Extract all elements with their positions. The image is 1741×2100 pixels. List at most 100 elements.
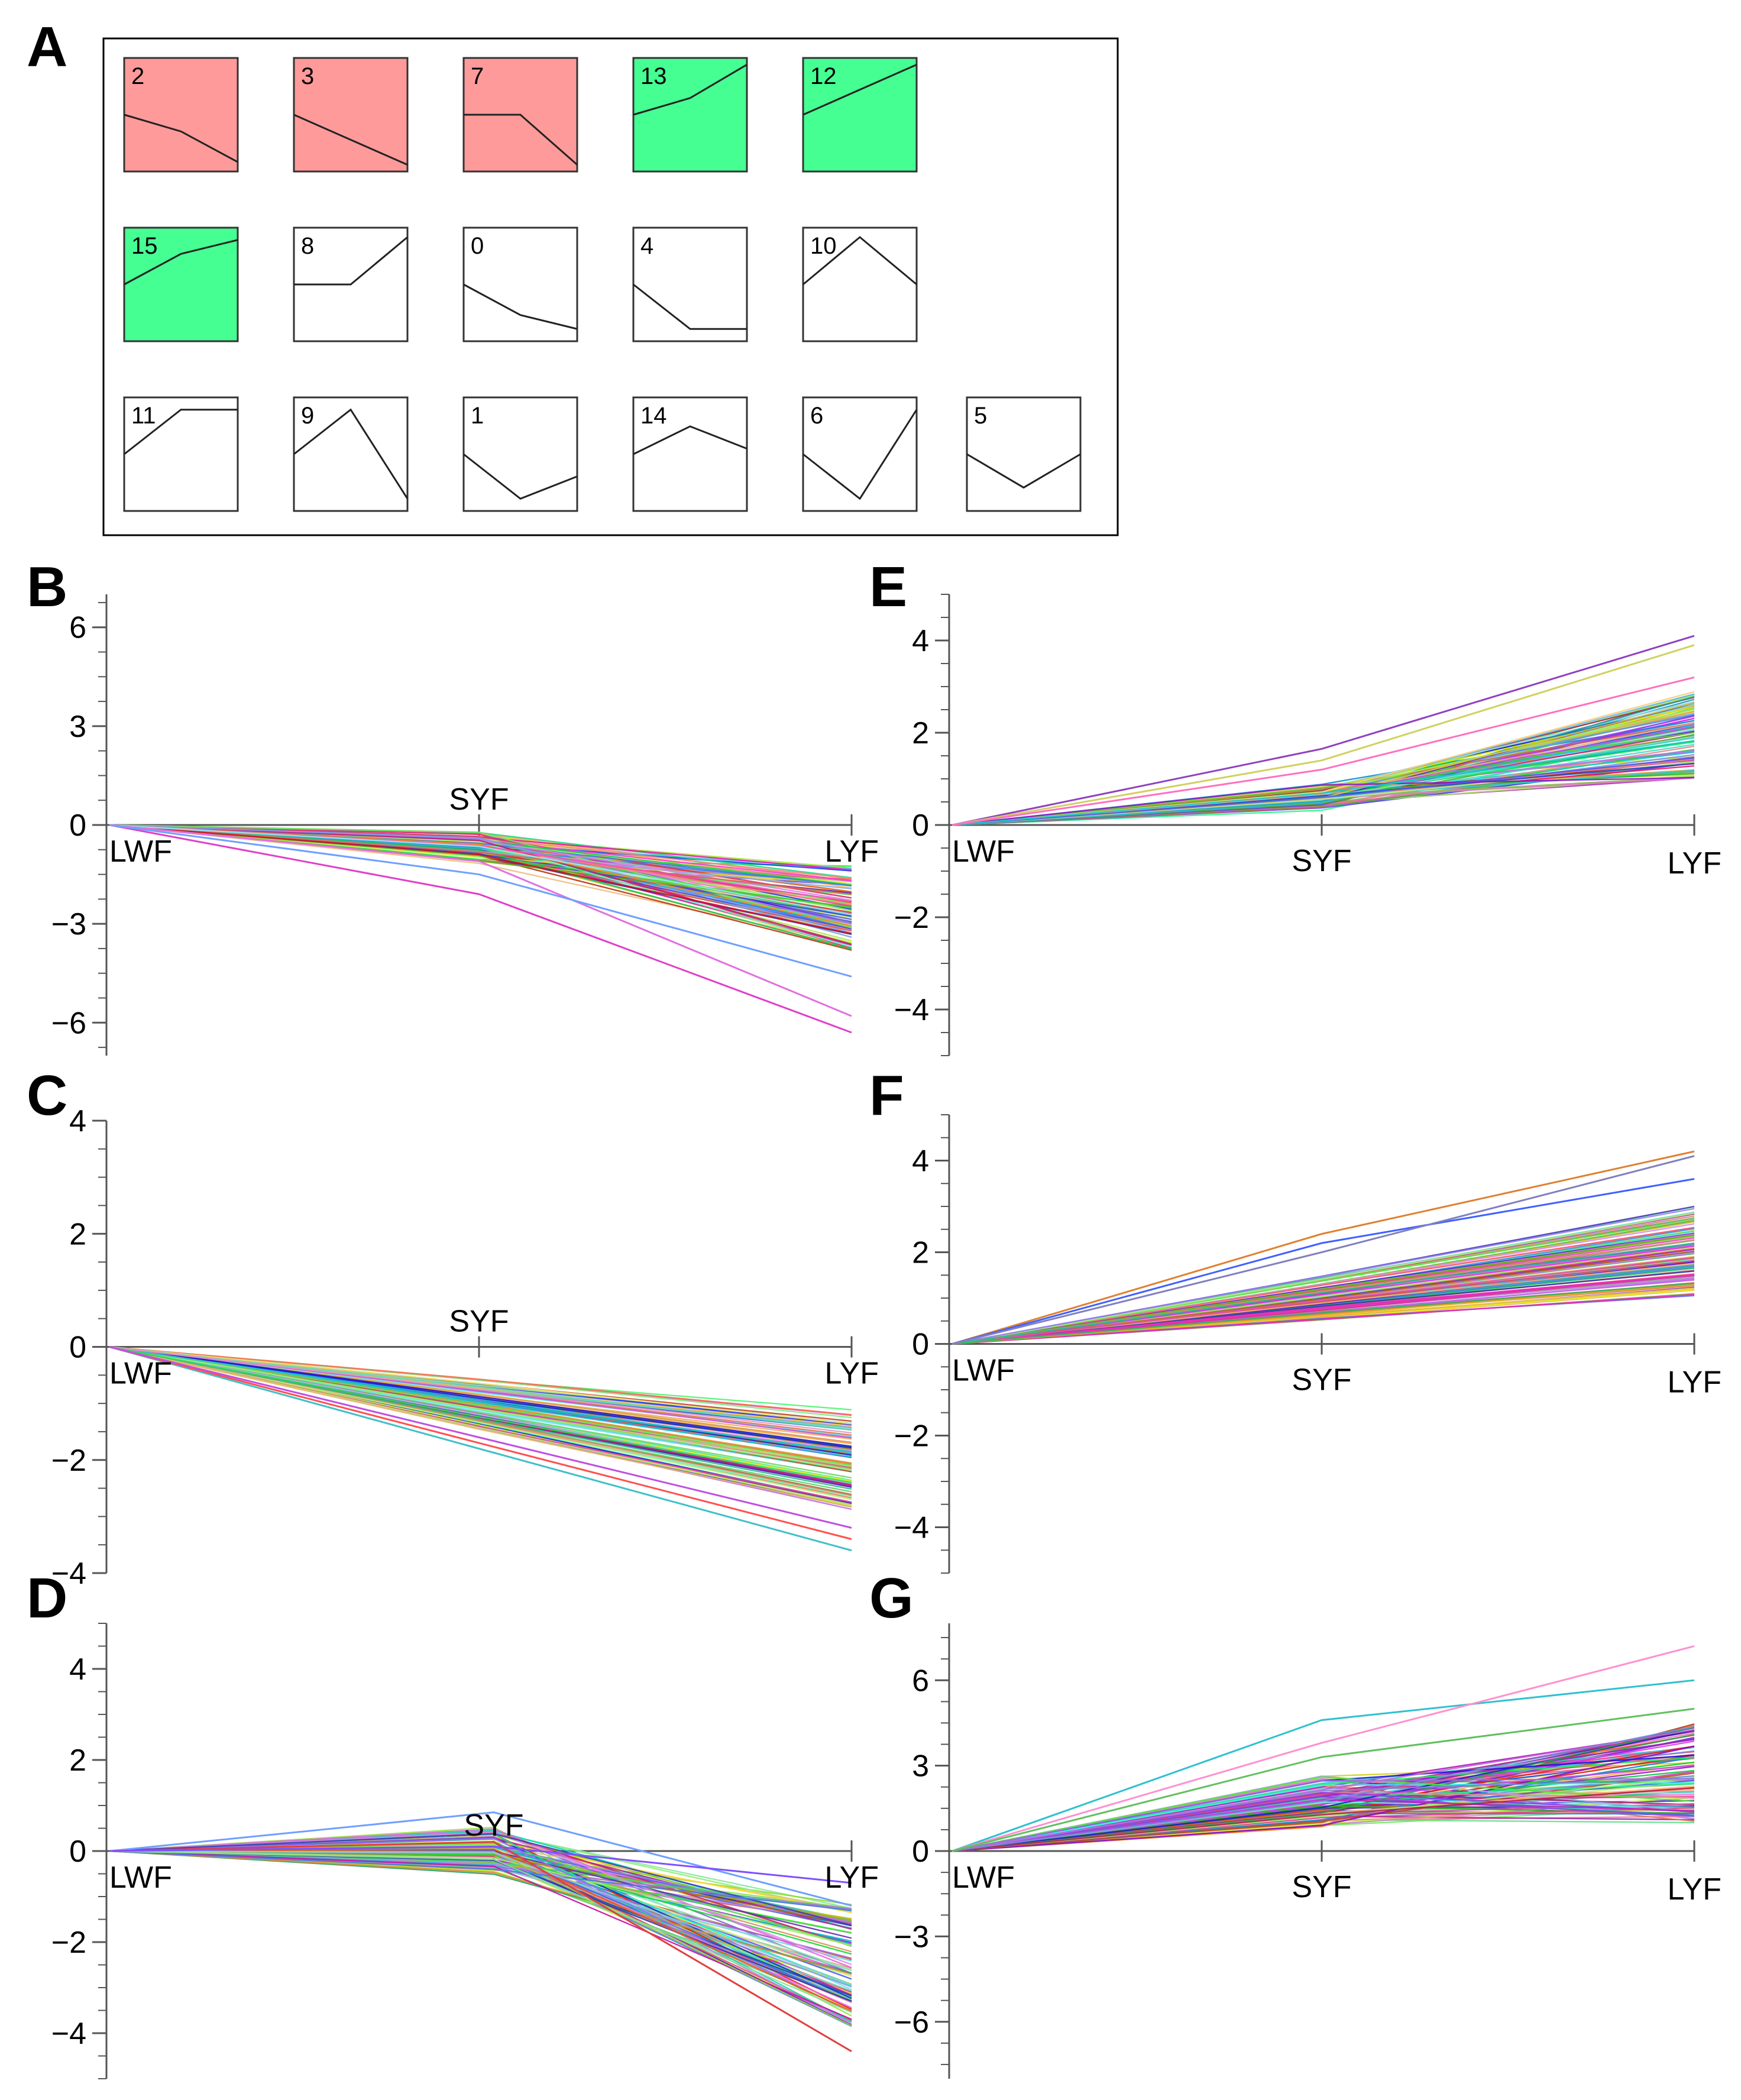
y-tick-label: 4 xyxy=(912,624,929,658)
profile-tile-box xyxy=(462,396,578,512)
profile-tile-8: 8 xyxy=(293,226,409,342)
y-tick-label: 0 xyxy=(912,1328,929,1362)
x-category-label-lwf: LWF xyxy=(109,1357,172,1391)
profile-id-label: 4 xyxy=(640,233,653,259)
profile-tile-box xyxy=(632,226,748,342)
series-line-s-out-2 xyxy=(109,1346,852,1541)
profile-tile-9: 9 xyxy=(293,396,409,512)
y-tick-label: 3 xyxy=(69,710,86,744)
series-line xyxy=(109,1850,852,1911)
series-line xyxy=(952,757,1695,826)
series-line xyxy=(952,740,1695,826)
panel-letter-c: C xyxy=(27,1064,67,1127)
profile-tile-15: 15 xyxy=(123,226,239,342)
x-category-label-lyf: LYF xyxy=(824,1357,879,1391)
profile-tile-2: 2 xyxy=(123,57,239,173)
profile-id-label: 14 xyxy=(640,403,667,429)
series-line-s-out-1 xyxy=(109,1346,852,1552)
series-line xyxy=(952,1293,1695,1345)
series-line xyxy=(952,1745,1695,1852)
series-line xyxy=(952,732,1695,826)
y-tick-label: −2 xyxy=(894,1419,929,1454)
panel-letter-d: D xyxy=(27,1567,67,1630)
series-line-s-out-3 xyxy=(109,1346,852,1529)
profile-line-4 xyxy=(633,283,747,330)
series-line xyxy=(109,1346,852,1416)
profile-id-label: 2 xyxy=(131,63,144,89)
profile-line-11 xyxy=(124,409,238,455)
y-tick-label: 4 xyxy=(69,1104,86,1138)
profile-tiles: 2 3 7 13 12 15 8 0 4 10 11 9 1 14 6 5 xyxy=(123,57,1082,512)
panel-a-frame xyxy=(102,37,1119,536)
profile-tile-4: 4 xyxy=(632,226,748,342)
y-tick-label: −6 xyxy=(51,1006,86,1040)
series-lines xyxy=(952,1645,1695,1852)
series-line xyxy=(109,1346,852,1447)
series-lines xyxy=(109,824,852,1034)
x-category-label-lyf: LYF xyxy=(1667,1366,1721,1400)
series-line xyxy=(109,1346,852,1458)
series-line xyxy=(952,1283,1695,1345)
profile-tile-5: 5 xyxy=(966,396,1082,512)
profile-line-15 xyxy=(124,239,238,286)
y-tick-label: 4 xyxy=(912,1144,929,1179)
series-line xyxy=(952,1257,1695,1345)
series-line-s-out-3 xyxy=(109,824,852,978)
profile-tile-box xyxy=(293,396,409,512)
panel-letter-b: B xyxy=(27,555,67,619)
series-line-s-out-2 xyxy=(952,1178,1695,1345)
series-line xyxy=(109,824,852,945)
series-line xyxy=(952,1782,1695,1852)
series-line-s-out-2 xyxy=(952,1645,1695,1852)
series-line-s-out-1 xyxy=(952,1150,1695,1345)
series-line xyxy=(952,1263,1695,1345)
x-category-label-lyf: LYF xyxy=(824,1860,879,1895)
panel-letter-e: E xyxy=(869,555,907,619)
panel-letter-a: A xyxy=(27,15,67,79)
series-line-s-out-2 xyxy=(109,1841,852,2053)
profile-id-label: 3 xyxy=(301,63,314,89)
profile-line-9 xyxy=(293,408,409,500)
series-line xyxy=(952,1273,1695,1345)
profile-tile-10: 10 xyxy=(802,226,918,342)
y-tick-label: 0 xyxy=(69,1331,86,1365)
series-line xyxy=(952,1796,1695,1852)
series-lines xyxy=(952,635,1695,826)
y-tick-label: 0 xyxy=(912,1834,929,1869)
profile-tile-box xyxy=(632,396,748,512)
y-tick-label: −4 xyxy=(894,993,929,1027)
series-line xyxy=(109,1346,852,1431)
panel-a-profile-grid: A 2 3 7 13 12 15 8 0 4 10 11 9 1 14 6 5 xyxy=(27,15,1119,536)
series-line xyxy=(952,1778,1695,1852)
profile-tile-11: 11 xyxy=(123,396,239,512)
series-line xyxy=(952,1242,1695,1345)
panel-d-line-chart: D 4 2 0 −2 −4 LWF SYF LYF xyxy=(27,1567,879,2079)
y-tick-label: −2 xyxy=(51,1926,86,1960)
y-tick-label: −4 xyxy=(51,2017,86,2051)
panel-g-line-chart: G 6 3 0 −3 −6 LWF SYF LYF xyxy=(869,1567,1721,2079)
series-line xyxy=(952,1729,1695,1852)
y-tick-label: −4 xyxy=(51,1557,86,1591)
profile-id-label: 9 xyxy=(301,403,314,429)
profile-tile-6: 6 xyxy=(802,396,918,512)
profile-id-label: 7 xyxy=(471,63,484,89)
y-tick-label: 0 xyxy=(69,808,86,843)
series-line xyxy=(952,776,1695,826)
panel-b-line-chart: B 6 3 0 −3 −6 LWF SYF LYF xyxy=(27,555,879,1056)
x-category-label-lyf: LYF xyxy=(824,834,879,869)
x-category-label-lwf: LWF xyxy=(952,1860,1015,1895)
series-line-s-out-1 xyxy=(952,1679,1695,1852)
profile-tile-box xyxy=(802,57,918,173)
series-line xyxy=(952,1208,1695,1345)
series-line xyxy=(109,1850,852,1986)
profile-line-13 xyxy=(633,64,747,116)
panel-letter-g: G xyxy=(869,1567,914,1630)
series-lines xyxy=(109,1346,852,1552)
profile-line-7 xyxy=(464,114,578,166)
y-tick-label: −3 xyxy=(894,1920,929,1954)
series-line xyxy=(109,1346,852,1425)
series-line-s-out-2 xyxy=(952,644,1695,826)
y-tick-label: 2 xyxy=(912,1236,929,1270)
y-tick-label: −3 xyxy=(51,907,86,941)
